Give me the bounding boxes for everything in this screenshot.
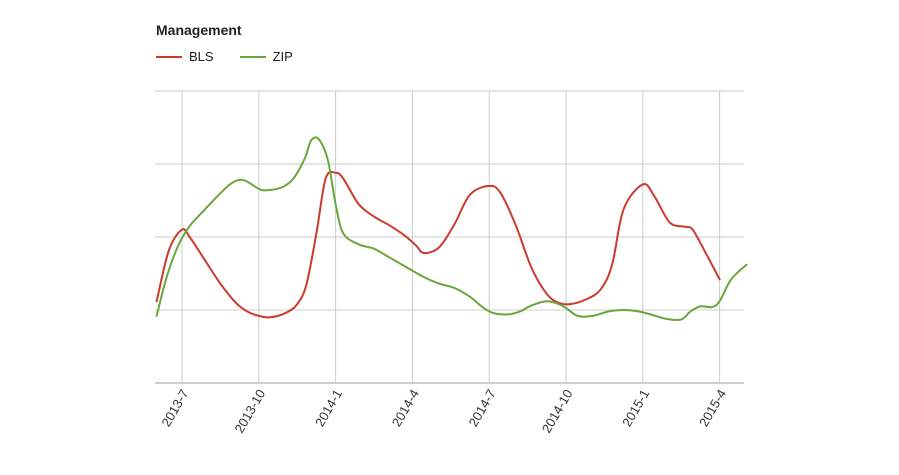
x-tick-label: 2014-4 bbox=[389, 387, 422, 430]
legend-swatch-zip bbox=[239, 55, 266, 58]
series-line-bls[interactable] bbox=[155, 170, 721, 319]
chart-title: Management bbox=[156, 22, 242, 38]
x-tick-label: 2014-1 bbox=[312, 387, 345, 430]
legend-label-bls: BLS bbox=[189, 49, 214, 64]
x-tick-label: 2013-7 bbox=[158, 387, 191, 430]
x-axis-ticks: 2013-7 2013-10 2014-1 2014-4 2014-7 2014-10 20… bbox=[158, 387, 729, 436]
series-lines bbox=[155, 136, 748, 322]
x-tick-label: 2015-1 bbox=[619, 387, 652, 430]
legend-swatch-bls bbox=[156, 55, 182, 58]
legend: BLS ZIP bbox=[156, 49, 319, 64]
x-tick-label: 2015-4 bbox=[696, 387, 729, 430]
x-tick-label: 2014-7 bbox=[466, 387, 499, 430]
legend-item-zip[interactable]: ZIP bbox=[239, 49, 293, 64]
legend-item-bls[interactable]: BLS bbox=[156, 49, 214, 64]
x-tick-label: 2014-10 bbox=[539, 387, 576, 436]
x-tick-label: 2013-10 bbox=[232, 387, 269, 436]
series-line-zip[interactable] bbox=[155, 136, 748, 322]
legend-label-zip: ZIP bbox=[272, 49, 293, 64]
grid bbox=[155, 90, 744, 384]
